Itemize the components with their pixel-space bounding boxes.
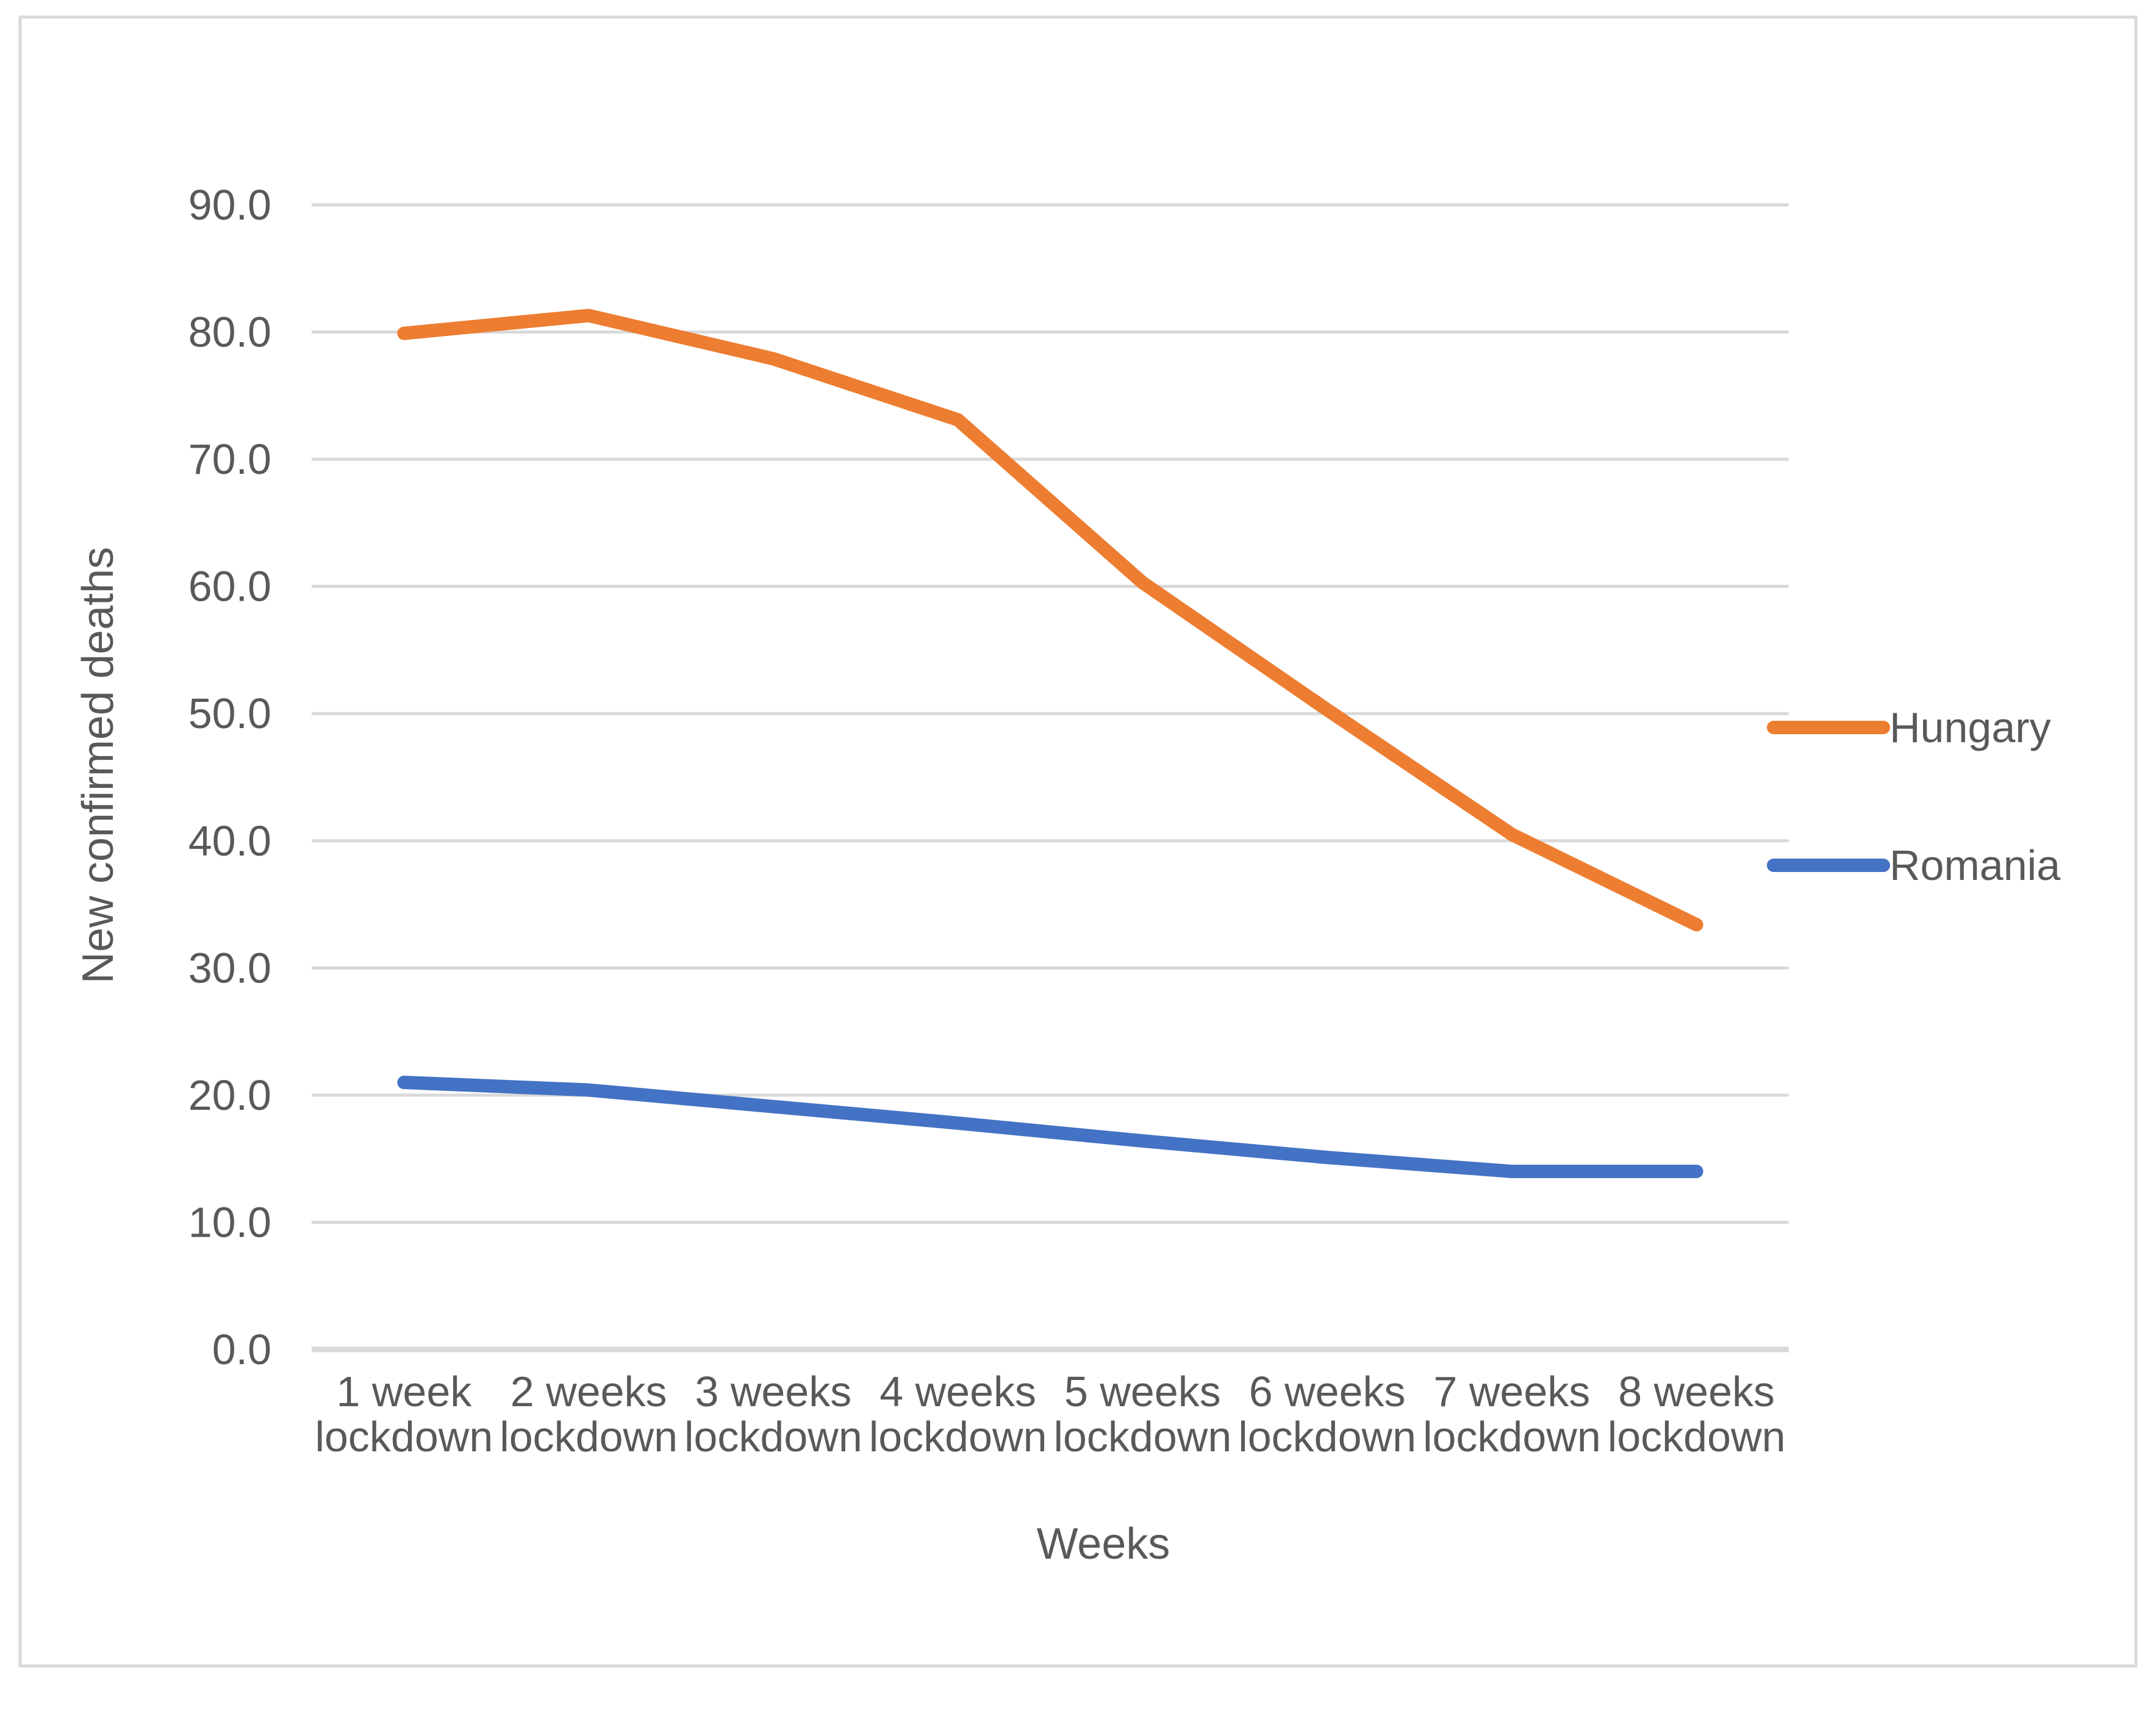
x-category-label-line2: lockdown (500, 1413, 678, 1460)
y-tick-label: 70.0 (188, 435, 271, 483)
y-tick-label: 30.0 (188, 944, 271, 992)
x-category-label-line2: lockdown (1238, 1413, 1416, 1460)
x-category-label-line2: lockdown (684, 1413, 862, 1460)
x-category-label-line2: lockdown (1423, 1413, 1601, 1460)
x-category-label-line2: lockdown (315, 1413, 493, 1460)
y-tick-label: 50.0 (188, 690, 271, 737)
y-tick-label: 60.0 (188, 563, 271, 610)
x-category-label-line1: 7 weeks (1433, 1368, 1590, 1415)
x-axis-title: Weeks (1037, 1520, 1170, 1568)
y-tick-label: 40.0 (188, 817, 271, 865)
x-category-label-line1: 2 weeks (510, 1368, 667, 1415)
x-category-label-line1: 4 weeks (879, 1368, 1036, 1415)
y-tick-label: 80.0 (188, 309, 271, 356)
x-category-label-line2: lockdown (1608, 1413, 1786, 1460)
series-line-romania (397, 1076, 1703, 1179)
gridlines (312, 203, 1789, 1353)
x-category-label-line1: 3 weeks (695, 1368, 851, 1415)
y-tick-label: 90.0 (188, 181, 271, 229)
y-tick-label: 20.0 (188, 1071, 271, 1119)
y-axis-tick-labels: 0.0 10.0 20.0 30.0 40.0 50.0 60.0 70.0 80.0 90.0 (188, 181, 271, 1373)
x-category-label-line2: lockdown (869, 1413, 1047, 1460)
figure-border (18, 15, 2138, 1668)
series-lines (397, 309, 1703, 1179)
legend-label-romania: Romania (1889, 842, 2060, 889)
x-category-label-line1: 5 weeks (1064, 1368, 1221, 1415)
y-tick-label: 0.0 (212, 1326, 271, 1373)
y-axis-title: New confirmed deaths (74, 547, 123, 984)
x-category-label-line1: 6 weeks (1249, 1368, 1406, 1415)
x-category-label-line1: 1 week (336, 1368, 472, 1415)
legend: Hungary Romania (1767, 704, 2060, 889)
legend-label-hungary: Hungary (1889, 704, 2051, 751)
x-category-label-line1: 8 weeks (1618, 1368, 1775, 1415)
x-category-label-line2: lockdown (1053, 1413, 1231, 1460)
series-line-hungary (397, 309, 1703, 932)
y-tick-label: 10.0 (188, 1198, 271, 1246)
